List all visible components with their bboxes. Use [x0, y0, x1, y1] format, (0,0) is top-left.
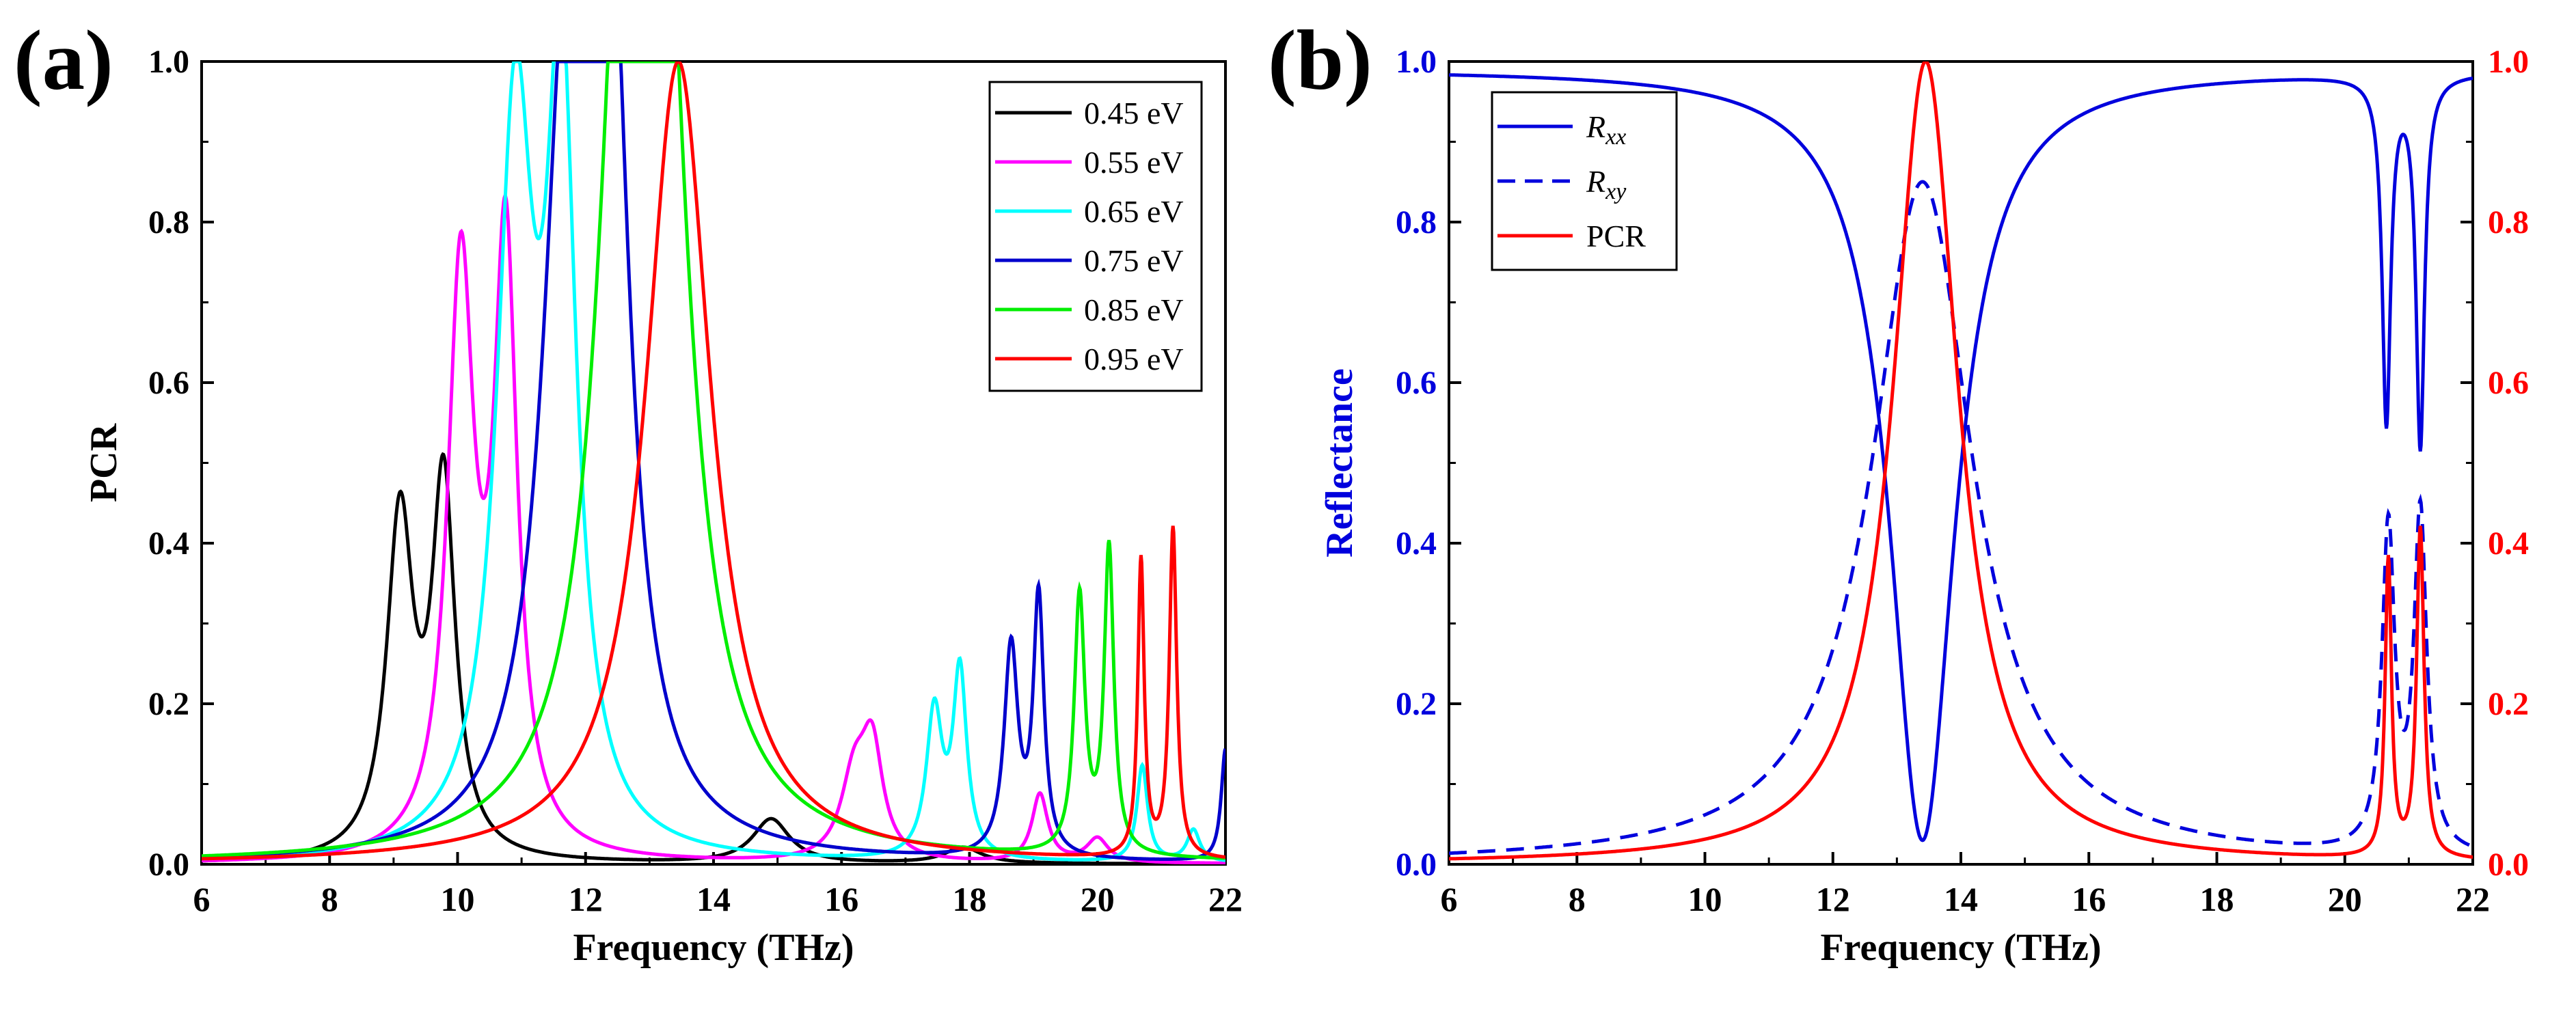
legend — [988, 81, 1203, 392]
series-line — [1449, 73, 2473, 842]
x-tick-label: 14 — [1944, 880, 1978, 918]
legend-entry: 0.75 eV — [1084, 243, 1184, 278]
legend-entry: 0.85 eV — [1084, 292, 1184, 327]
panel-a-label: (a) — [14, 14, 113, 108]
series-line — [1449, 180, 2473, 855]
y-tick-label: 1.0 — [1396, 44, 1437, 80]
x-tick-label: 18 — [2200, 880, 2234, 918]
panel-b-chart: 6 8 10 12 14 16 18 20 22 Frequency (THz) 0.0 0.2 0.4… — [1318, 44, 2576, 969]
y-axis-label: PCR — [83, 423, 125, 502]
x-tick-label: 16 — [824, 880, 858, 918]
panel-a-chart: 6 8 10 12 14 16 18 20 22 Frequency (THz) 0.0 0.2 0.4… — [83, 44, 1243, 969]
y-tick-label: 0.4 — [1396, 525, 1437, 562]
legend-entry: PCR — [1586, 219, 1646, 253]
x-tick-label: 8 — [1569, 880, 1586, 918]
legend-entry: 0.65 eV — [1084, 194, 1184, 229]
y-tick-label: 0.0 — [148, 847, 189, 883]
right-y-tick-label: 1.0 — [2488, 44, 2529, 80]
x-axis-label: Frequency (THz) — [573, 926, 854, 969]
series-line — [1449, 61, 2473, 861]
x-tick-label: 6 — [1441, 880, 1458, 918]
panel-b-label: (b) — [1268, 14, 1372, 108]
y-tick-label: 0.8 — [148, 204, 189, 241]
x-tick-label: 10 — [441, 880, 475, 918]
legend-entry: Rxx — [1586, 109, 1626, 150]
legend-entry: 0.55 eV — [1084, 145, 1184, 180]
y-tick-label: 0.8 — [1396, 204, 1437, 241]
x-tick-label: 22 — [2456, 880, 2490, 918]
right-y-tick-label: 0.0 — [2488, 847, 2529, 883]
legend-entry: Rxy — [1586, 164, 1627, 204]
y-tick-label: 0.2 — [148, 686, 189, 722]
legend — [1491, 91, 1678, 271]
x-tick-label: 8 — [321, 880, 338, 918]
x-tick-label: 14 — [696, 880, 731, 918]
y-axis-label: Reflectance — [1318, 368, 1361, 558]
y-tick-label: 0.0 — [1396, 847, 1437, 883]
series-line — [202, 61, 1225, 860]
right-y-tick-label: 0.6 — [2488, 365, 2529, 401]
panel-b-series — [1449, 61, 2473, 861]
x-tick-label: 10 — [1688, 880, 1722, 918]
x-tick-label: 6 — [193, 880, 211, 918]
right-y-tick-label: 0.4 — [2488, 525, 2529, 562]
y-tick-label: 0.6 — [1396, 365, 1437, 401]
y-tick-label: 0.6 — [148, 365, 189, 401]
right-y-tick-label: 0.2 — [2488, 686, 2529, 722]
y-tick-label: 0.2 — [1396, 686, 1437, 722]
x-axis-label: Frequency (THz) — [1820, 926, 2101, 969]
x-tick-label: 12 — [569, 880, 603, 918]
y-tick-label: 0.4 — [148, 525, 189, 562]
x-tick-label: 22 — [1208, 880, 1243, 918]
x-tick-label: 20 — [2328, 880, 2362, 918]
x-tick-label: 16 — [2072, 880, 2106, 918]
right-y-tick-label: 0.8 — [2488, 204, 2529, 241]
x-tick-label: 12 — [1816, 880, 1850, 918]
x-tick-label: 18 — [953, 880, 987, 918]
x-tick-label: 20 — [1081, 880, 1115, 918]
panel-a-series — [202, 61, 1225, 864]
legend-entry: 0.45 eV — [1084, 96, 1184, 131]
legend-entry: 0.95 eV — [1084, 342, 1184, 376]
right-y-axis-label: PCR — [2569, 423, 2576, 502]
y-tick-label: 1.0 — [148, 44, 189, 80]
series-line — [202, 61, 1225, 861]
